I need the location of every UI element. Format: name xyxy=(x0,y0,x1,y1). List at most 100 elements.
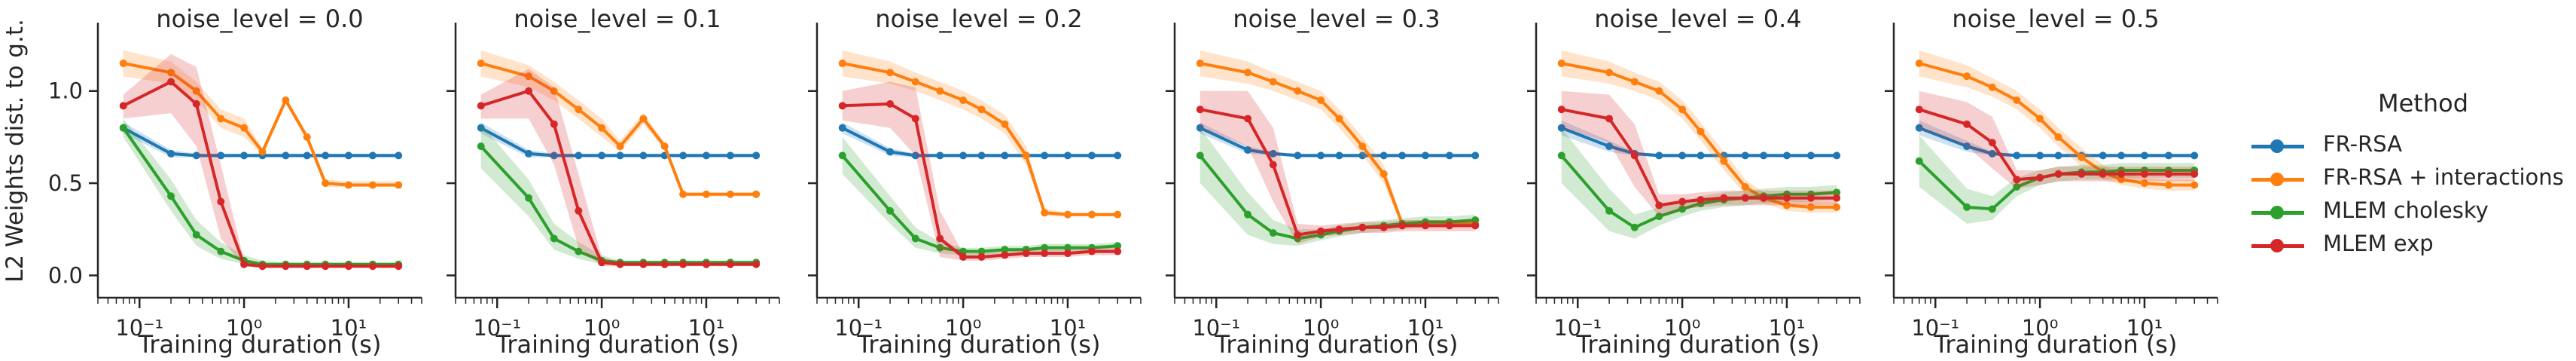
data-point xyxy=(1557,60,1565,68)
data-point xyxy=(1915,124,1923,132)
confidence-band xyxy=(123,50,399,188)
confidence-band xyxy=(1919,135,2195,224)
data-point xyxy=(525,194,533,202)
data-point xyxy=(575,207,583,215)
data-point xyxy=(1630,78,1639,86)
series-line xyxy=(480,62,757,196)
series-line xyxy=(480,126,757,158)
data-point xyxy=(1471,151,1480,160)
series-line xyxy=(122,80,399,268)
data-point xyxy=(1379,223,1388,231)
data-point xyxy=(192,87,200,95)
data-point xyxy=(1379,170,1388,178)
data-point xyxy=(838,151,846,160)
data-point xyxy=(2140,170,2148,178)
data-point xyxy=(1114,247,1122,255)
legend-marker xyxy=(2270,173,2284,186)
data-point xyxy=(1244,146,1252,154)
data-point xyxy=(639,151,648,160)
legend-title: Method xyxy=(2378,89,2469,118)
data-point xyxy=(1963,203,1971,211)
confidence-band xyxy=(1561,90,1837,217)
data-point xyxy=(550,234,558,243)
data-point xyxy=(911,151,919,160)
data-point xyxy=(2078,170,2086,178)
x-axis-label: Training duration (s) xyxy=(1934,330,2178,359)
series-line xyxy=(1919,108,2195,182)
data-point xyxy=(1833,188,1841,197)
data-point xyxy=(1379,151,1388,160)
data-point xyxy=(1806,151,1815,160)
panel-title: noise_level = 0.4 xyxy=(1594,5,1801,33)
series-line xyxy=(842,102,1118,259)
x-tick-label: 10¹ xyxy=(1769,315,1806,341)
data-point xyxy=(886,148,895,156)
data-point xyxy=(2117,176,2126,184)
series-fr-rsa xyxy=(477,122,761,160)
data-point xyxy=(2164,151,2172,160)
data-point xyxy=(977,252,986,261)
data-point xyxy=(303,133,311,141)
data-point xyxy=(1605,115,1614,123)
data-point xyxy=(1398,151,1407,160)
series-line xyxy=(1918,126,2195,158)
legend-label: FR-RSA xyxy=(2323,131,2403,157)
data-point xyxy=(477,142,485,151)
series-fr-rsa-interactions xyxy=(119,50,403,189)
data-point xyxy=(119,60,127,68)
y-axis-label: L2 Weights dist. to g.t. xyxy=(2,19,29,283)
data-point xyxy=(1294,151,1302,160)
data-point xyxy=(639,260,648,268)
data-point xyxy=(726,151,734,160)
data-point xyxy=(1041,243,1049,252)
panel-title: noise_level = 0.2 xyxy=(875,5,1082,33)
data-point xyxy=(752,260,761,268)
x-tick-label: 10⁻¹ xyxy=(1911,315,1959,341)
legend-marker xyxy=(2270,139,2284,153)
x-tick-label: 10⁰ xyxy=(1303,315,1340,341)
data-point xyxy=(240,151,248,160)
x-tick-label: 10⁰ xyxy=(2022,315,2059,341)
panel-title: noise_level = 0.3 xyxy=(1233,5,1440,33)
confidence-band xyxy=(123,118,399,267)
legend-item: FR-RSA + interactions xyxy=(2251,163,2568,196)
data-point xyxy=(1196,124,1204,132)
data-point xyxy=(2140,151,2148,160)
x-tick-label: 10⁻¹ xyxy=(1553,315,1602,341)
series-mlem-exp xyxy=(838,81,1122,261)
confidence-band xyxy=(1919,90,2195,189)
data-point xyxy=(1335,151,1343,160)
series-mlem-cholesky xyxy=(119,118,403,268)
data-point xyxy=(1196,60,1204,68)
series-fr-rsa xyxy=(1557,120,1841,160)
data-point xyxy=(702,151,710,160)
data-point xyxy=(1605,207,1614,215)
x-tick-label: 10¹ xyxy=(331,315,367,341)
data-point xyxy=(1557,151,1565,160)
x-tick-label: 10⁰ xyxy=(945,315,982,341)
data-point xyxy=(702,260,710,268)
series-line xyxy=(1200,108,1476,237)
data-point xyxy=(217,115,225,123)
data-point xyxy=(1697,127,1705,136)
data-point xyxy=(2190,181,2199,189)
data-point xyxy=(1988,83,1996,91)
data-point xyxy=(2054,133,2062,141)
data-point xyxy=(1114,151,1122,160)
data-point xyxy=(1697,151,1705,160)
x-axis-label: Training duration (s) xyxy=(495,330,739,359)
data-point xyxy=(2117,151,2126,160)
x-tick-label: 10⁻¹ xyxy=(473,315,521,341)
panels: noise_level = 0.00.00.51.010⁻¹ 10⁰ 10¹Trai… xyxy=(48,5,2218,359)
x-axis-label: Training duration (s) xyxy=(1576,330,1820,359)
legend-marker xyxy=(2270,239,2284,252)
legend-label: MLEM cholesky xyxy=(2323,197,2489,223)
data-point xyxy=(616,260,624,268)
data-point xyxy=(240,260,248,268)
data-point xyxy=(368,262,376,271)
data-point xyxy=(936,151,944,160)
data-point xyxy=(1655,201,1663,210)
data-point xyxy=(838,102,846,110)
data-point xyxy=(2013,151,2021,160)
